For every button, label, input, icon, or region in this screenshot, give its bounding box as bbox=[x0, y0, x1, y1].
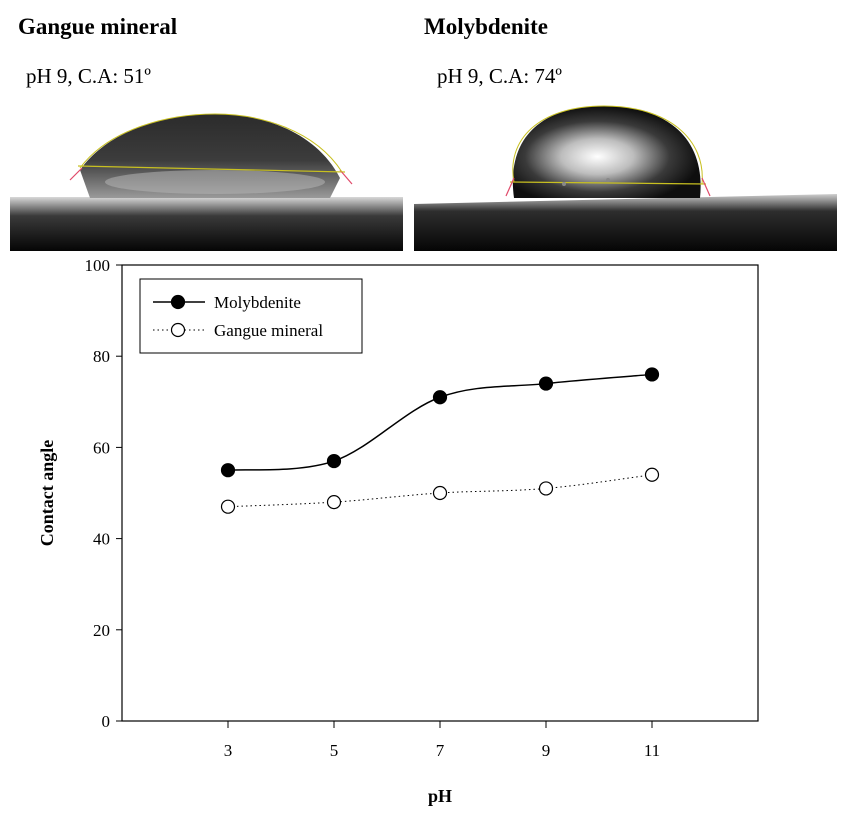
molybdenite-data-point bbox=[326, 453, 342, 469]
y-tick-label: 60 bbox=[93, 438, 110, 457]
gangue-mineral-data-point bbox=[220, 499, 236, 514]
legend-box bbox=[139, 278, 363, 354]
x-tick-label: 5 bbox=[330, 741, 339, 760]
gangue-mineral-data-point bbox=[432, 485, 448, 501]
x-tick-label: 11 bbox=[644, 741, 660, 760]
molybdenite-series-line bbox=[227, 373, 653, 471]
molybdenite-droplet-photo bbox=[414, 100, 837, 251]
molybdenite-data-point bbox=[220, 463, 236, 478]
x-axis-label: pH bbox=[428, 786, 452, 806]
molybdenite-data-point bbox=[644, 367, 660, 382]
y-tick-label: 40 bbox=[93, 530, 110, 549]
molybdenite-panel-caption: pH 9, C.A: 74º bbox=[437, 64, 562, 88]
gangue-droplet-photo bbox=[10, 100, 403, 251]
y-tick-label: 20 bbox=[93, 621, 110, 640]
y-tick-label: 100 bbox=[85, 256, 111, 275]
gangue-mineral-data-point bbox=[326, 495, 342, 510]
molybdenite-baseline bbox=[509, 181, 707, 185]
x-tick-label: 3 bbox=[224, 741, 233, 760]
molybdenite-droplet bbox=[512, 106, 701, 198]
legend-label-molybdenite: Molybdenite bbox=[214, 293, 301, 312]
legend-label-gangue-mineral: Gangue mineral bbox=[214, 321, 323, 340]
gangue-panel-title: Gangue mineral bbox=[18, 14, 178, 39]
molybdenite-substrate bbox=[414, 194, 837, 251]
contact-angle-chart: 0 20 40 60 80 100 3 5 7 9 11 pH Contact angle Molybde… bbox=[37, 256, 759, 806]
molybdenite-data-point bbox=[538, 376, 554, 391]
legend-marker-molybdenite bbox=[170, 294, 186, 310]
gangue-mineral-data-point bbox=[538, 481, 554, 496]
gangue-baseline bbox=[77, 165, 346, 173]
molybdenite-panel-title: Molybdenite bbox=[424, 14, 548, 39]
legend-marker-gangue-mineral bbox=[170, 322, 186, 338]
y-tick-label: 0 bbox=[102, 712, 111, 731]
y-tick-label: 80 bbox=[93, 347, 110, 366]
gangue-panel-caption: pH 9, C.A: 51º bbox=[26, 64, 151, 88]
gangue-mineral-data-point bbox=[644, 467, 660, 482]
y-axis-label: Contact angle bbox=[37, 440, 57, 547]
x-tick-label: 9 bbox=[542, 741, 551, 760]
molybdenite-data-point bbox=[432, 390, 448, 405]
gangue-substrate bbox=[10, 197, 403, 251]
x-tick-label: 7 bbox=[436, 741, 445, 760]
